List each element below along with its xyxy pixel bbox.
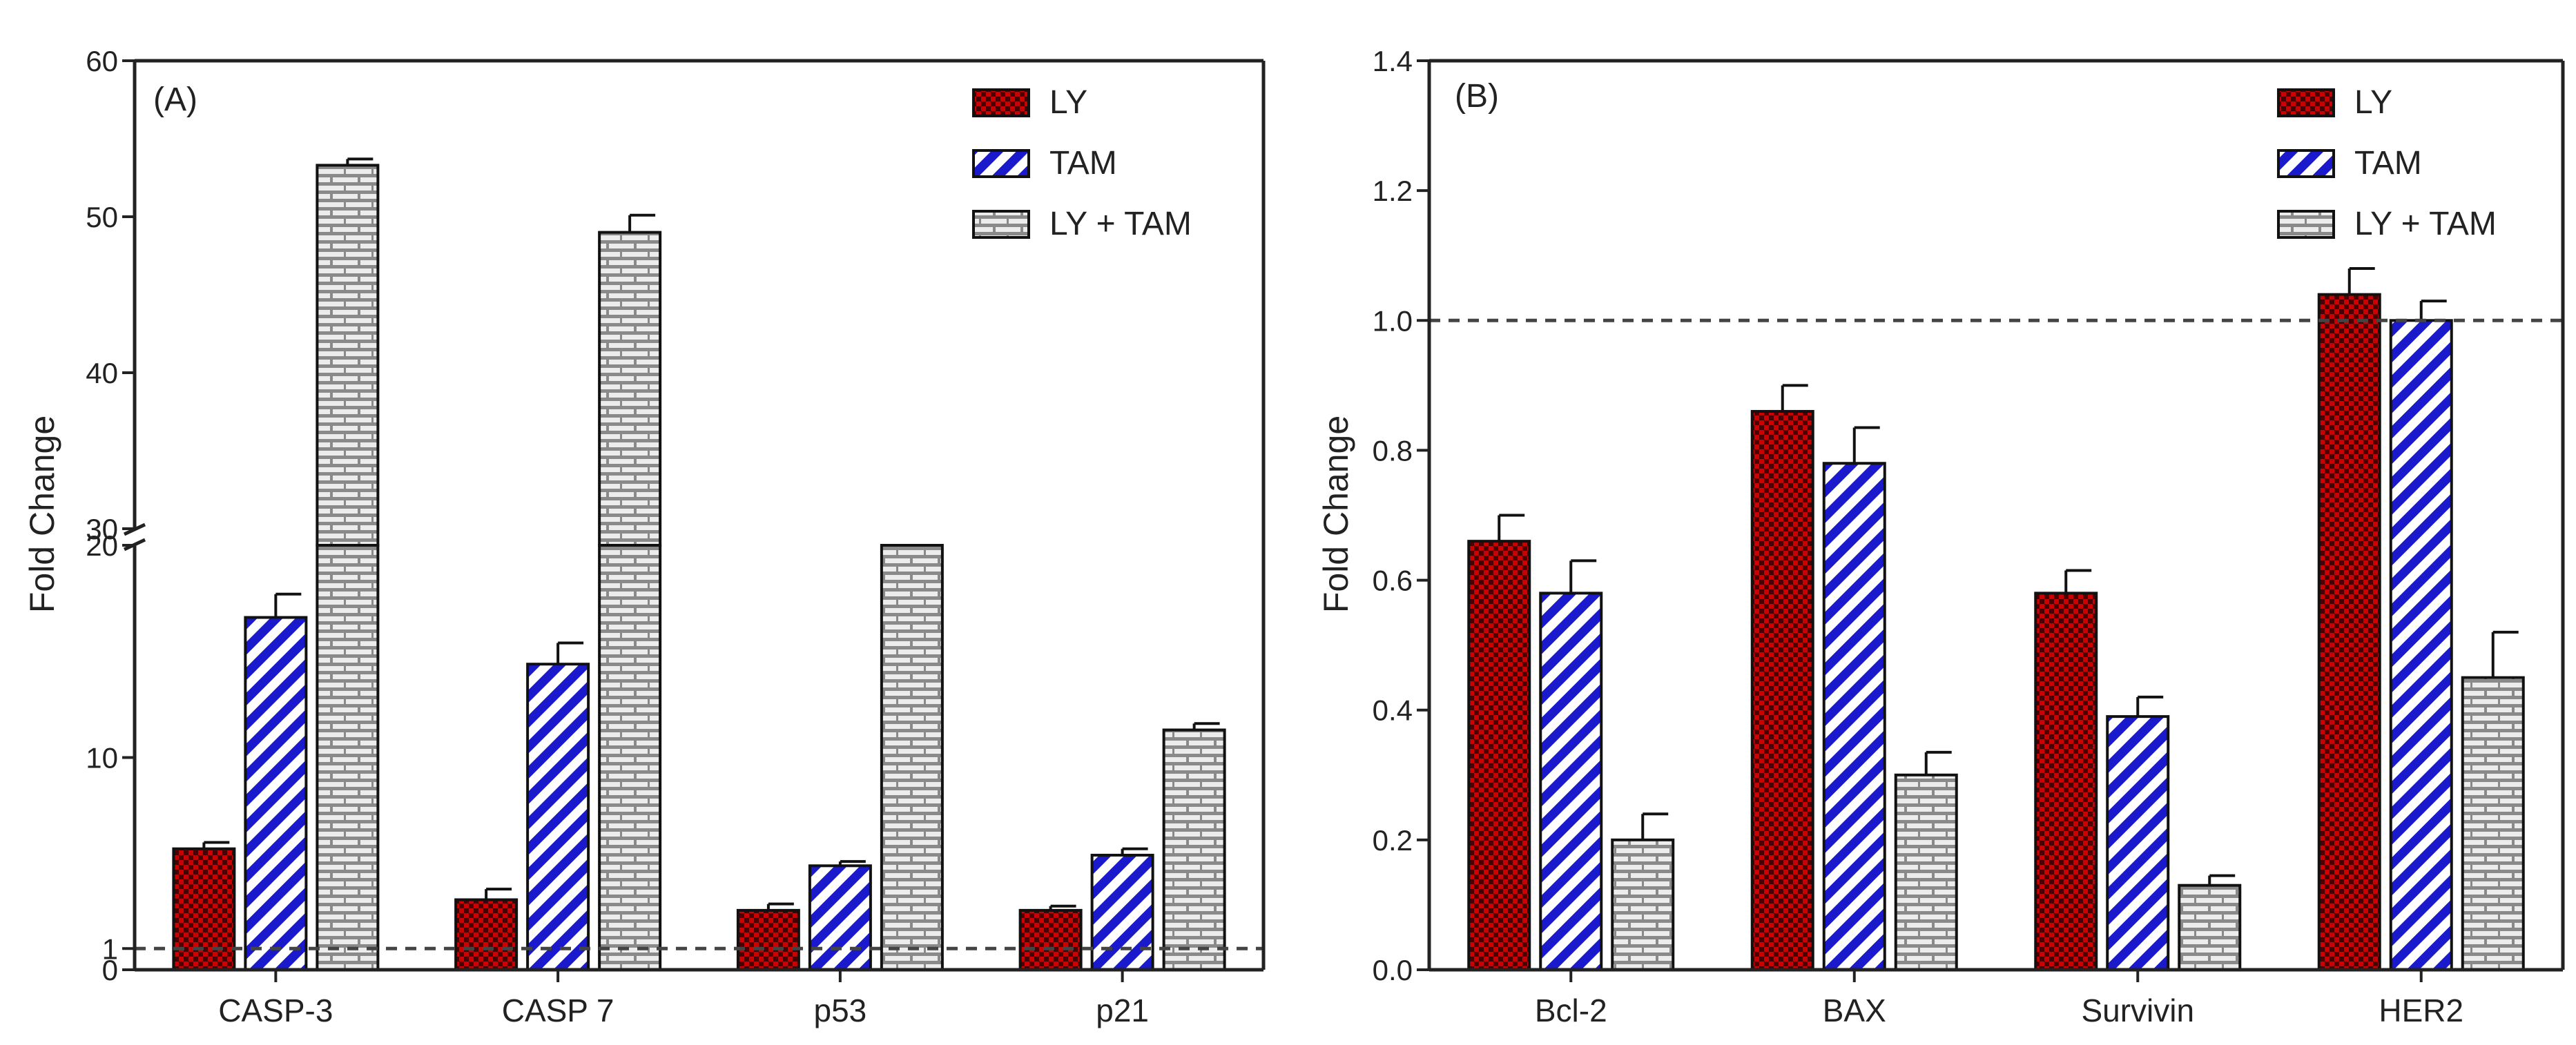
legend-label-ly: LY <box>2354 84 2392 121</box>
bar-bax-ly-tam <box>1894 773 1958 972</box>
bar-casp-3-ly <box>172 847 236 971</box>
panel-b: 0.0 0.2 0.4 0.6 0.8 1.0 1.2 1.4 Bcl-2 BAX Survivi… <box>1317 45 2565 1028</box>
legend-swatch-tam <box>972 149 1030 178</box>
bar-bax-tam <box>1822 462 1886 971</box>
bar-casp-7-tam <box>526 663 590 971</box>
bar-p21-ly-tam <box>1162 728 1226 972</box>
y-tick-label: 10 <box>86 742 118 774</box>
legend-swatch-ly <box>972 88 1030 117</box>
panel-a-y-axis-title: Fold Change <box>23 416 61 613</box>
bar-bcl-2-tam <box>1539 592 1603 971</box>
panel-a-legend: LY TAM LY + TAM <box>972 84 1192 242</box>
bar-p53-ly-tam-lower <box>880 544 944 971</box>
panel-a-bars <box>172 157 1226 972</box>
panel-b-x-ticks: Bcl-2 BAX Survivin HER2 <box>1535 970 2463 1028</box>
x-tick-label-bax: BAX <box>1823 993 1886 1028</box>
bar-casp-7-ly-tam <box>598 231 662 547</box>
panel-b-label: (B) <box>1455 78 1499 115</box>
x-tick-label-p53: p53 <box>814 993 867 1028</box>
bar-casp-7-ly <box>454 898 519 972</box>
panel-a-x-ticks: CASP-3 CASP 7 p53 p21 <box>218 970 1149 1028</box>
panel-b-bars <box>1467 267 2525 972</box>
bar-casp-3-ly-tam <box>316 164 380 547</box>
y-tick-label: 0.4 <box>1373 694 1413 727</box>
bar-p21-ly <box>1018 908 1083 972</box>
y-tick-label: 0.6 <box>1373 565 1413 597</box>
y-tick-label: 0.2 <box>1373 824 1413 857</box>
bar-bax-ly <box>1750 409 1814 971</box>
legend-label-tam: TAM <box>1049 145 1117 182</box>
bar-p21-tam <box>1090 853 1154 971</box>
bar-her2-ly <box>2317 293 2381 971</box>
legend-swatch-ly-tam <box>2277 210 2335 239</box>
y-tick-label: 1.0 <box>1373 304 1413 337</box>
bar-casp-7-ly-tam-lower <box>598 544 662 971</box>
bar-casp-3-tam <box>244 616 308 971</box>
bar-p53-ly <box>736 908 800 972</box>
x-tick-label-casp-7: CASP 7 <box>502 993 614 1028</box>
legend-label-ly-tam: LY + TAM <box>1049 206 1192 242</box>
y-tick-label: 1.4 <box>1373 45 1413 77</box>
bar-survivin-ly-tam <box>2178 883 2242 972</box>
bar-her2-ly-tam <box>2461 676 2525 972</box>
legend-label-ly: LY <box>1049 84 1087 121</box>
y-tick-label: 0.0 <box>1373 954 1413 986</box>
x-tick-label-bcl-2: Bcl-2 <box>1535 993 1607 1028</box>
legend-label-ly-tam: LY + TAM <box>2354 206 2497 242</box>
bar-survivin-ly <box>2034 592 2098 971</box>
panel-b-legend: LY TAM LY + TAM <box>2277 84 2497 242</box>
bar-bcl-2-ly-tam <box>1611 838 1675 972</box>
bar-survivin-tam <box>2106 715 2170 972</box>
bar-her2-tam <box>2389 319 2453 971</box>
x-tick-label-casp-3: CASP-3 <box>218 993 333 1028</box>
y-tick-label: 1.2 <box>1373 175 1413 207</box>
legend-swatch-ly-tam <box>972 210 1030 239</box>
panel-a-label: (A) <box>153 81 197 118</box>
y-tick-label: 1 <box>102 932 118 965</box>
legend-swatch-tam <box>2277 149 2335 178</box>
y-tick-label: 40 <box>86 357 118 389</box>
x-tick-label-her2: HER2 <box>2379 993 2463 1028</box>
y-tick-label: 20 <box>86 529 118 562</box>
bar-bcl-2-ly <box>1467 540 1531 971</box>
bar-p53-tam <box>808 864 872 971</box>
panel-b-y-ticks: 0.0 0.2 0.4 0.6 0.8 1.0 1.2 1.4 <box>1373 45 1429 986</box>
x-tick-label-survivin: Survivin <box>2081 993 2194 1028</box>
y-tick-label: 0 <box>102 954 118 986</box>
y-tick-label: 30 <box>86 513 118 545</box>
y-tick-label: 60 <box>86 45 118 77</box>
y-tick-label: 50 <box>86 201 118 233</box>
y-tick-label: 0.8 <box>1373 434 1413 467</box>
legend-label-tam: TAM <box>2354 145 2422 182</box>
x-tick-label-p21: p21 <box>1096 993 1149 1028</box>
legend-swatch-ly <box>2277 88 2335 117</box>
bar-casp-3-ly-tam-lower <box>316 544 380 971</box>
panel-b-y-axis-title: Fold Change <box>1317 416 1355 613</box>
